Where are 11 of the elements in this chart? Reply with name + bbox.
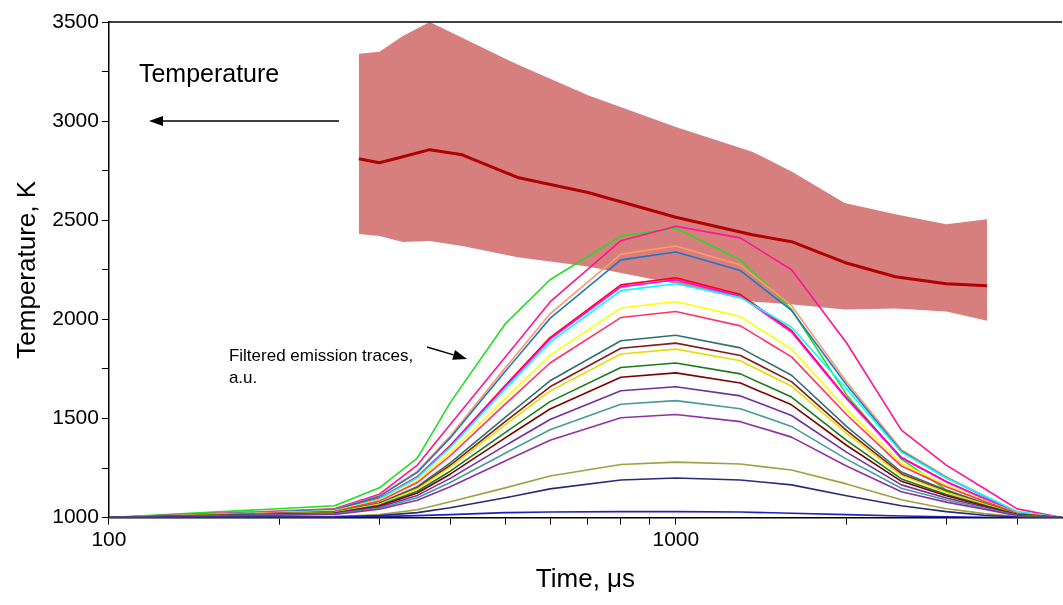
y-tick-label: 3500	[52, 8, 99, 32]
y-tick-label: 1500	[52, 405, 99, 429]
annotation: Temperature	[138, 58, 281, 89]
y-axis-title: Temperature, K	[10, 180, 41, 359]
y-tick-label: 2500	[52, 207, 99, 231]
y-tick-label: 2000	[52, 306, 99, 330]
y-tick-label: 1000	[52, 504, 99, 528]
x-axis-title: Time, μs	[535, 562, 636, 593]
x-tick-label: 100	[91, 527, 127, 550]
annotation: Filtered emission traces, a.u.	[228, 345, 415, 390]
y-tick-label: 3000	[52, 107, 99, 131]
